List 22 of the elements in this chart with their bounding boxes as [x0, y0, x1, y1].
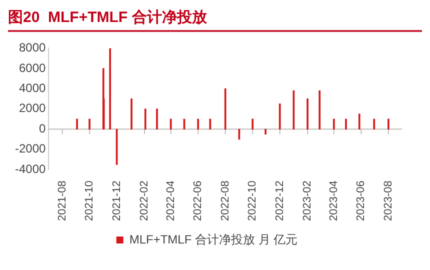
legend-label: MLF+TMLF 合计净投放 月 亿元 — [129, 232, 298, 246]
x-tick-label: 2021-12 — [110, 180, 123, 222]
x-tick-label: 2022-10 — [246, 180, 259, 222]
chart-title: 图20 MLF+TMLF 合计净投放 — [8, 8, 422, 32]
x-tick-label: 2021-10 — [84, 180, 96, 222]
y-tick-label: -2000 — [14, 142, 46, 156]
y-tick-label: 8000 — [18, 40, 46, 55]
x-tick-label: 2022-02 — [138, 180, 151, 222]
x-tick-label: 2023-08 — [382, 180, 394, 222]
y-tick-label: 4000 — [18, 80, 46, 95]
y-tick-label: -4000 — [14, 162, 46, 176]
x-tick-label: 2022-06 — [192, 180, 204, 222]
x-tick-label: 2022-08 — [219, 180, 232, 222]
y-tick-label: 6000 — [18, 60, 46, 75]
x-tick-label: 2022-04 — [164, 180, 177, 222]
y-tick-label: 2000 — [18, 101, 46, 116]
x-tick-label: 2023-06 — [355, 180, 368, 222]
x-tick-label: 2021-08 — [56, 180, 68, 222]
x-tick-label: 2022-12 — [274, 180, 286, 222]
x-tick-label: 2023-02 — [302, 180, 314, 222]
x-tick-label: 2023-04 — [328, 180, 340, 222]
y-tick-label: 0 — [39, 121, 46, 136]
